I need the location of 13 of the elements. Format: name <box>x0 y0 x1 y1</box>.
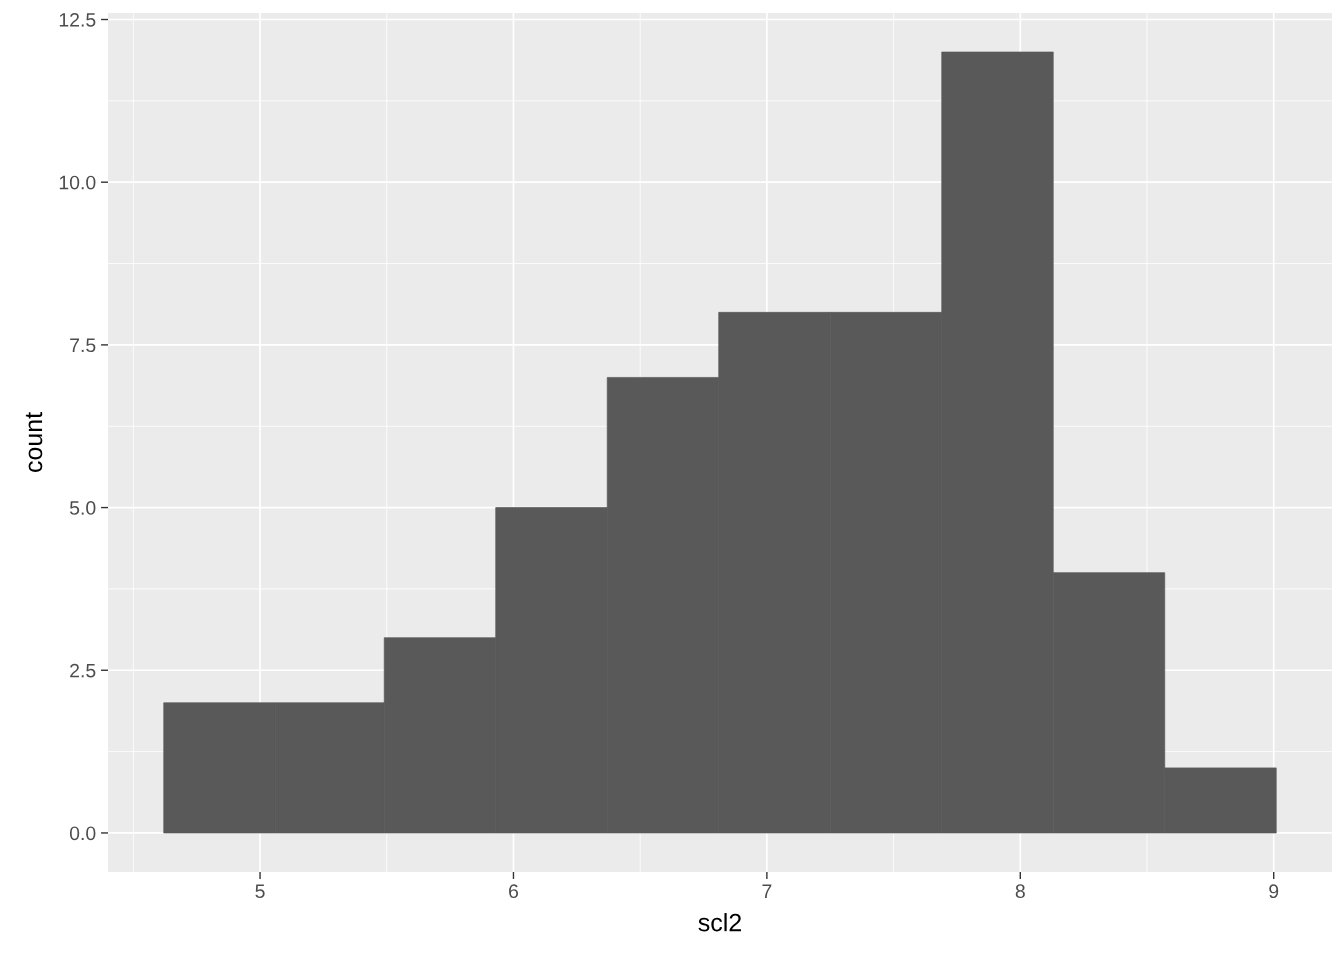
x-tick-label: 8 <box>1015 884 1025 899</box>
y-tick-label: 2.5 <box>70 663 96 678</box>
x-tick-label: 6 <box>509 884 519 899</box>
y-tick-label: 10.0 <box>59 175 96 190</box>
y-tick-label: 12.5 <box>59 12 96 27</box>
x-tick-label: 9 <box>1269 884 1279 899</box>
y-tick-label: 5.0 <box>69 501 96 515</box>
x-tick-label: 7 <box>762 884 772 898</box>
x-tick-label: 5 <box>255 884 265 899</box>
y-tick-label: 0.0 <box>69 826 96 841</box>
y-axis-title: count <box>25 412 43 473</box>
x-axis-title: scl2 <box>698 913 741 932</box>
y-tick-label: 7.5 <box>70 338 96 353</box>
